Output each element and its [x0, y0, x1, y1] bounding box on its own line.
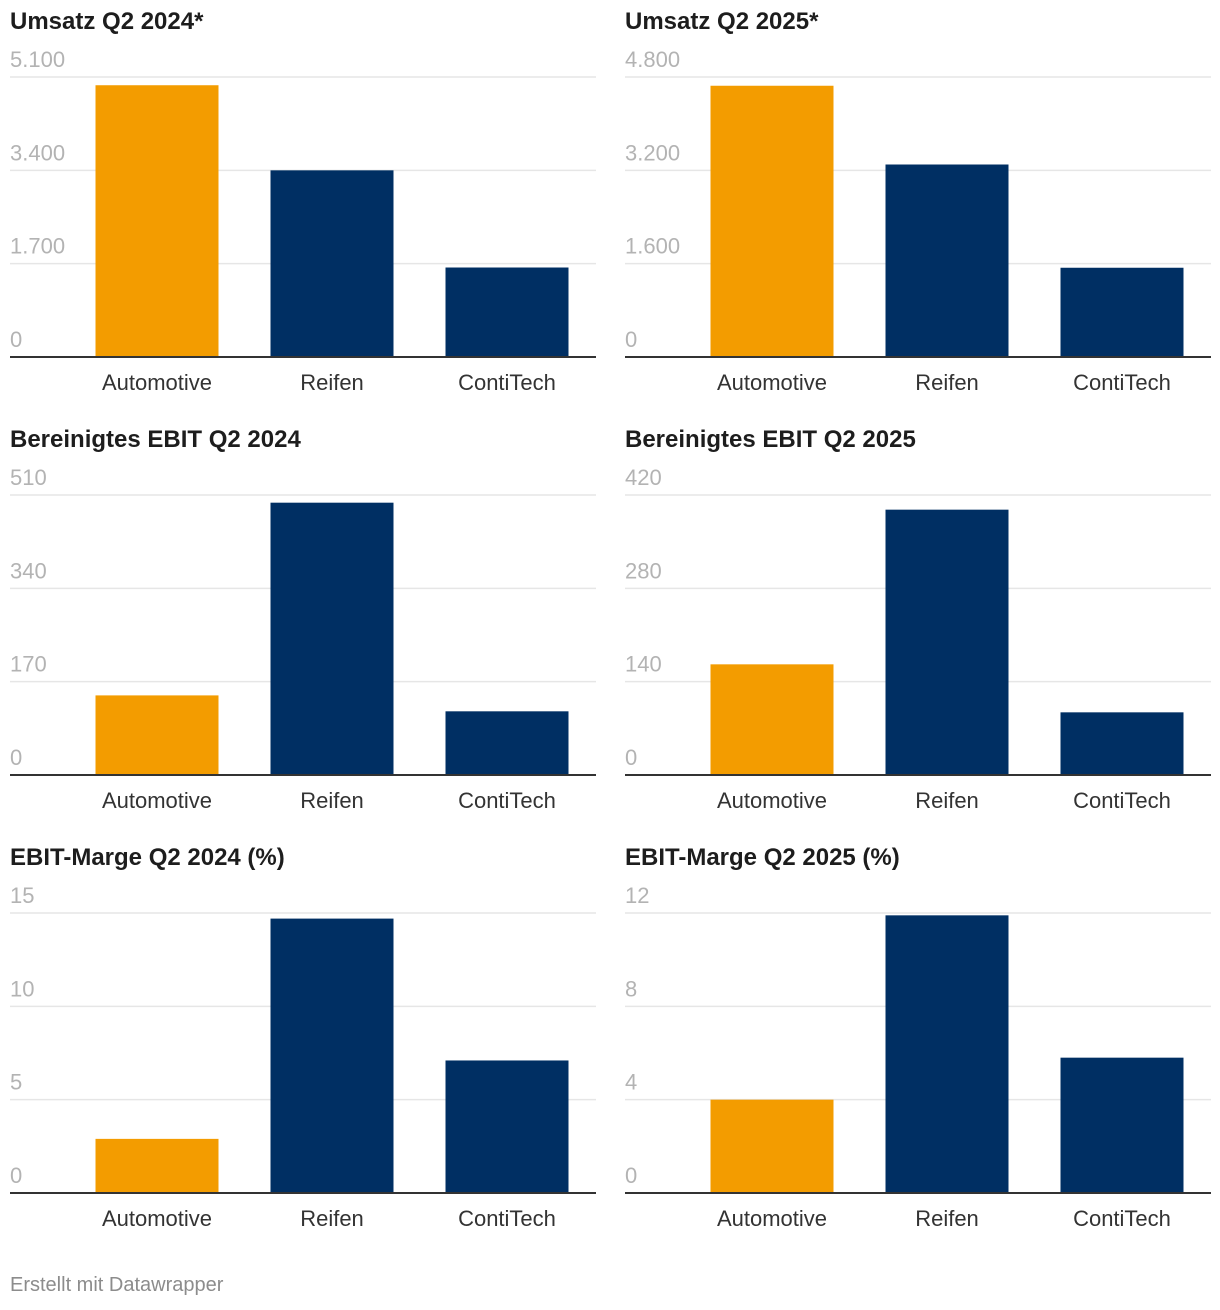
- x-category-label: Automotive: [717, 1206, 827, 1231]
- bar-automotive: [710, 1099, 834, 1193]
- chart-title: Umsatz Q2 2025*: [625, 8, 819, 35]
- bar-chart: 0 1.600 3.200 4.800 Automotive Reifen ContiTec…: [625, 47, 1211, 395]
- chart-title: EBIT-Marge Q2 2024 (%): [10, 844, 285, 871]
- x-category-label: ContiTech: [458, 1206, 556, 1231]
- bar-contitech: [445, 1060, 569, 1193]
- y-tick-label: 140: [625, 652, 662, 677]
- y-tick-label: 0: [625, 327, 637, 352]
- bar-chart: 0 140 280 420 Automotive Reifen ContiTech: [625, 465, 1211, 813]
- x-category-label: Reifen: [915, 370, 979, 395]
- bar-chart: 0 4 8 12 Automotive Reifen ContiTech: [625, 883, 1211, 1231]
- x-category-label: Reifen: [915, 1206, 979, 1231]
- bar-reifen: [270, 502, 394, 775]
- chart-title: Bereinigtes EBIT Q2 2024: [10, 426, 301, 453]
- x-category-label: Reifen: [300, 788, 364, 813]
- chart-panel-marge-2025: EBIT-Marge Q2 2025 (%) 0 4 8 12 Automotive Re…: [625, 836, 1211, 1236]
- chart-panel-ebit-2024: Bereinigtes EBIT Q2 2024 0 170 340 510 Autom…: [10, 418, 596, 818]
- y-tick-label: 3.200: [625, 140, 680, 165]
- bar-chart: 0 170 340 510 Automotive Reifen ContiTech: [10, 465, 596, 813]
- chart-panel-marge-2024: EBIT-Marge Q2 2024 (%) 0 5 10 15 Automotive R…: [10, 836, 596, 1236]
- bar-automotive: [95, 1138, 219, 1193]
- x-category-label: Reifen: [915, 788, 979, 813]
- x-category-label: ContiTech: [458, 788, 556, 813]
- y-tick-label: 510: [10, 465, 47, 490]
- chart-panel-umsatz-2025: Umsatz Q2 2025* 0 1.600 3.200 4.800 Automoti…: [625, 0, 1211, 400]
- bar-reifen: [270, 170, 394, 357]
- y-tick-label: 1.700: [10, 234, 65, 259]
- x-category-label: Automotive: [102, 1206, 212, 1231]
- bar-reifen: [885, 164, 1009, 357]
- y-tick-label: 5.100: [10, 47, 65, 72]
- y-tick-label: 170: [10, 652, 47, 677]
- y-tick-label: 420: [625, 465, 662, 490]
- bar-automotive: [95, 695, 219, 775]
- x-category-label: Automotive: [717, 788, 827, 813]
- chart-title: Umsatz Q2 2024*: [10, 8, 204, 35]
- x-category-label: Automotive: [717, 370, 827, 395]
- x-category-label: Reifen: [300, 370, 364, 395]
- x-category-label: Automotive: [102, 370, 212, 395]
- x-category-label: Reifen: [300, 1206, 364, 1231]
- y-tick-label: 4: [625, 1070, 637, 1095]
- bar-automotive: [710, 664, 834, 775]
- y-tick-label: 5: [10, 1070, 22, 1095]
- y-tick-label: 0: [10, 327, 22, 352]
- bar-contitech: [1060, 1057, 1184, 1193]
- bar-reifen: [885, 915, 1009, 1193]
- bar-chart: 0 5 10 15 Automotive Reifen ContiTech: [10, 883, 596, 1231]
- chart-panel-ebit-2025: Bereinigtes EBIT Q2 2025 0 140 280 420 Autom…: [625, 418, 1211, 818]
- bar-reifen: [885, 509, 1009, 775]
- y-tick-label: 340: [10, 558, 47, 583]
- y-tick-label: 8: [625, 976, 637, 1001]
- bar-contitech: [1060, 712, 1184, 775]
- y-tick-label: 0: [625, 1163, 637, 1188]
- bar-automotive: [95, 85, 219, 357]
- bar-automotive: [710, 85, 834, 357]
- x-category-label: ContiTech: [1073, 788, 1171, 813]
- bar-reifen: [270, 918, 394, 1193]
- bar-contitech: [1060, 267, 1184, 357]
- x-category-label: ContiTech: [1073, 370, 1171, 395]
- x-category-label: ContiTech: [1073, 1206, 1171, 1231]
- y-tick-label: 0: [10, 1163, 22, 1188]
- bar-chart: 0 1.700 3.400 5.100 Automotive Reifen ContiTec…: [10, 47, 596, 395]
- bar-contitech: [445, 267, 569, 357]
- x-category-label: Automotive: [102, 788, 212, 813]
- footer-credit: Erstellt mit Datawrapper: [10, 1274, 224, 1296]
- chart-title: EBIT-Marge Q2 2025 (%): [625, 844, 900, 871]
- y-tick-label: 0: [625, 745, 637, 770]
- y-tick-label: 12: [625, 883, 649, 908]
- y-tick-label: 0: [10, 745, 22, 770]
- y-tick-label: 1.600: [625, 234, 680, 259]
- y-tick-label: 15: [10, 883, 34, 908]
- y-tick-label: 4.800: [625, 47, 680, 72]
- y-tick-label: 10: [10, 976, 34, 1001]
- y-tick-label: 3.400: [10, 140, 65, 165]
- y-tick-label: 280: [625, 558, 662, 583]
- chart-title: Bereinigtes EBIT Q2 2025: [625, 426, 916, 453]
- bar-contitech: [445, 711, 569, 775]
- chart-panel-umsatz-2024: Umsatz Q2 2024* 0 1.700 3.400 5.100 Automoti…: [10, 0, 596, 400]
- x-category-label: ContiTech: [458, 370, 556, 395]
